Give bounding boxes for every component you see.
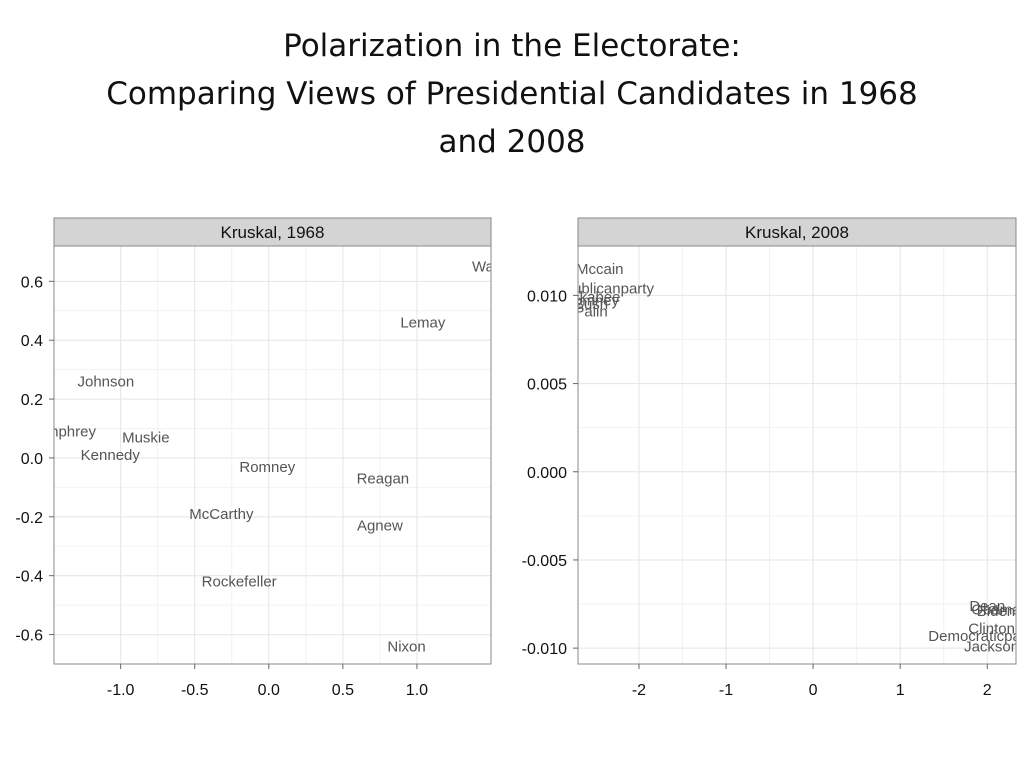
y-tick-label: 0.000 bbox=[527, 465, 567, 482]
y-tick-label: 0.6 bbox=[21, 274, 43, 291]
y-tick-label: -0.005 bbox=[522, 553, 567, 570]
point-label: Muskie bbox=[122, 429, 170, 446]
y-tick-label: 0.010 bbox=[527, 288, 567, 305]
point-label: Reagan bbox=[357, 471, 410, 488]
panel-title: Kruskal, 2008 bbox=[745, 223, 849, 242]
x-tick-label: -1.0 bbox=[107, 682, 135, 699]
y-tick-label: -0.010 bbox=[522, 641, 567, 658]
point-label: Wallace bbox=[472, 259, 525, 276]
point-label: Rockefeller bbox=[202, 574, 277, 591]
chart-panel-1: Kruskal, 1968 Wallace Lemay Johnson Humphrey… bbox=[15, 217, 525, 699]
point-label: Nixon bbox=[387, 638, 425, 655]
y-tick-label: 0.005 bbox=[527, 377, 567, 394]
title-line-2: Comparing Views of Presidential Candidat… bbox=[106, 76, 918, 112]
point-label: Obama bbox=[971, 601, 1021, 618]
point-label: Bush bbox=[574, 296, 608, 313]
point-label: Clinton bbox=[968, 621, 1015, 638]
point-label: Romney bbox=[239, 459, 295, 476]
point-label: McCarthy bbox=[189, 506, 254, 523]
title-line-1: Polarization in the Electorate: bbox=[283, 28, 741, 64]
chart-panel-2: Kruskal, 2008 Mccain RepublicanpartyHuckab… bbox=[522, 217, 1024, 699]
title-line-3: and 2008 bbox=[438, 124, 586, 160]
y-tick-label: -0.4 bbox=[15, 569, 43, 586]
y-tick-label: 0.4 bbox=[21, 333, 43, 350]
plot-inner: Mccain RepublicanpartyHuckabeeRomneyBushP… bbox=[546, 246, 1024, 664]
point-label: Lemay bbox=[400, 315, 446, 332]
y-tick-label: -0.2 bbox=[15, 510, 43, 527]
x-tick-label: 0.5 bbox=[332, 682, 354, 699]
plot-area bbox=[578, 246, 1016, 664]
point-label: Biden bbox=[977, 603, 1015, 620]
y-tick-label: -0.6 bbox=[15, 628, 43, 645]
point-label: Republicanparty bbox=[546, 280, 655, 297]
panel-border bbox=[577, 245, 1017, 665]
y-tick-label: 0.0 bbox=[21, 451, 43, 468]
panel-strip bbox=[577, 217, 1017, 247]
x-tick-label: 1.0 bbox=[406, 682, 428, 699]
point-label: Mccain bbox=[576, 261, 624, 278]
x-tick-label: 1 bbox=[896, 682, 905, 699]
slide-title: Polarization in the Electorate: Comparin… bbox=[0, 22, 1024, 166]
x-tick-label: 0.0 bbox=[258, 682, 280, 699]
x-tick-label: -2 bbox=[632, 682, 646, 699]
x-tick-label: 0 bbox=[809, 682, 818, 699]
plot-area bbox=[54, 246, 491, 664]
point-label: Huckabee bbox=[553, 289, 621, 306]
plot-inner: Wallace Lemay Johnson Humphrey MuskieKennedy… bbox=[27, 246, 525, 664]
x-tick-label: 2 bbox=[983, 682, 992, 699]
x-tick-label: -0.5 bbox=[181, 682, 209, 699]
x-tick-label: -1 bbox=[719, 682, 733, 699]
point-label: Johnson bbox=[77, 373, 134, 390]
point-label: Romney bbox=[563, 293, 619, 310]
point-label: Humphrey bbox=[27, 423, 97, 440]
panel-border bbox=[53, 245, 492, 665]
panel-strip bbox=[53, 217, 492, 247]
point-label: Jackson bbox=[964, 638, 1019, 655]
point-label: Agnew bbox=[357, 518, 403, 535]
point-label: Palin bbox=[574, 303, 607, 320]
point-label: Dean bbox=[969, 598, 1005, 615]
panel-title: Kruskal, 1968 bbox=[221, 223, 325, 242]
point-label: Democraticparty bbox=[928, 628, 1024, 645]
point-label: Kennedy bbox=[81, 447, 141, 464]
y-tick-label: 0.2 bbox=[21, 392, 43, 409]
